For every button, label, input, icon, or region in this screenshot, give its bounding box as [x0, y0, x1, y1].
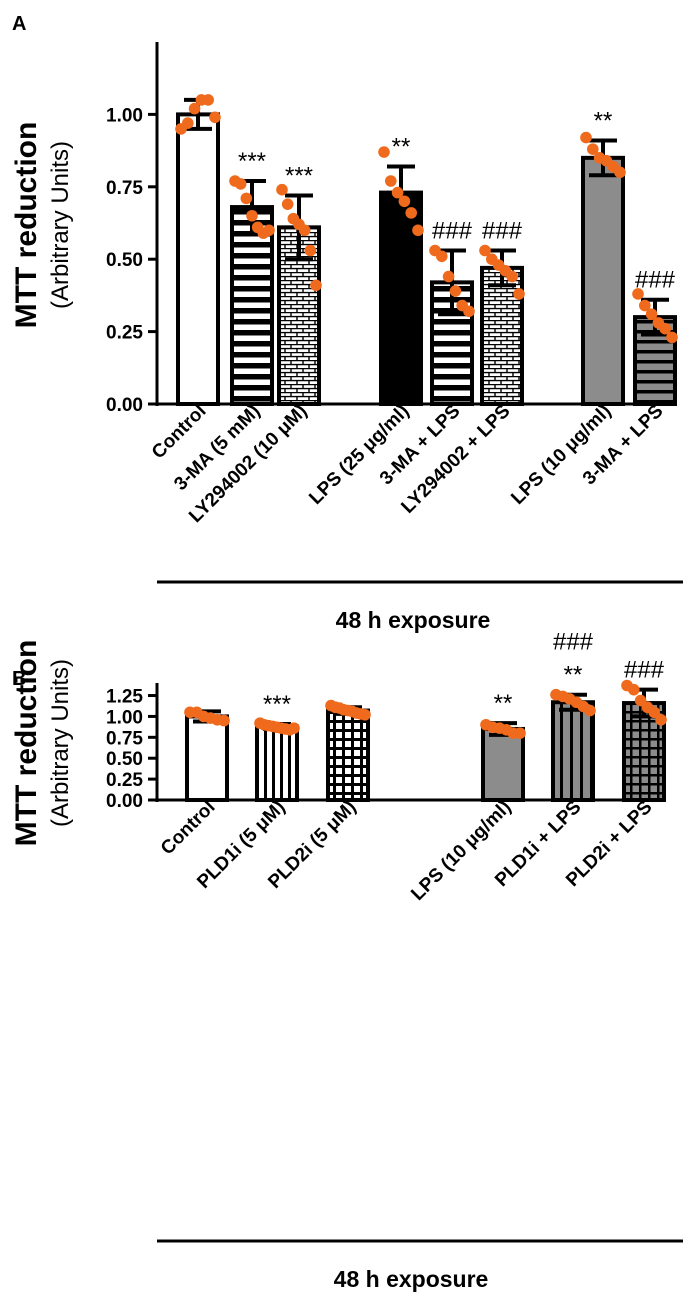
- data-point: [659, 322, 671, 335]
- category-label-4: LPS (10 μg/ml): [407, 797, 515, 905]
- significance-label: ***: [285, 162, 313, 189]
- data-point: [479, 244, 491, 257]
- y-tick-label: 0.50: [106, 749, 143, 770]
- y-tick-label: 0.00: [106, 791, 143, 812]
- bar-5: [551, 700, 595, 803]
- bar-2: [230, 205, 274, 406]
- data-point: [584, 704, 596, 717]
- y-axis-subtitle: (Arbitrary Units): [47, 141, 74, 309]
- data-point: [449, 285, 462, 297]
- bar-3: [326, 708, 370, 802]
- data-point: [628, 683, 640, 696]
- y-axis-subtitle: (Arbitrary Units): [47, 659, 74, 827]
- data-point: [288, 722, 300, 734]
- y-tick-label: 0.00: [106, 395, 143, 416]
- y-tick-label: 0.25: [106, 770, 143, 791]
- y-tick-label: 1.25: [106, 687, 143, 708]
- significance-label: ***: [238, 148, 266, 175]
- significance-label: **: [494, 690, 513, 717]
- significance-label: ###: [482, 218, 523, 245]
- data-point: [182, 117, 194, 129]
- y-axis-title: MTT reduction: [10, 640, 43, 847]
- data-point: [385, 175, 397, 187]
- data-point: [587, 143, 599, 155]
- data-point: [298, 224, 311, 237]
- data-point: [648, 706, 660, 719]
- bar-4: [481, 726, 525, 803]
- data-point: [391, 186, 404, 199]
- y-axis-title: MTT reduction: [10, 122, 43, 329]
- data-point: [202, 94, 214, 106]
- y-tick-label: 1.00: [106, 707, 143, 728]
- data-point: [463, 305, 475, 318]
- data-point: [580, 131, 592, 144]
- bar-1: [185, 714, 229, 803]
- significance-label: **: [564, 662, 583, 689]
- data-point: [246, 209, 258, 222]
- data-point: [234, 178, 247, 190]
- significance-label: ###: [635, 267, 676, 294]
- significance-label: ###: [553, 629, 594, 656]
- data-point: [276, 183, 288, 196]
- data-point: [188, 102, 201, 115]
- significance-label: **: [392, 134, 411, 161]
- data-point: [359, 708, 371, 721]
- bar-2: [255, 724, 299, 803]
- data-point: [281, 198, 294, 210]
- bar-6: [480, 265, 524, 406]
- y-axis-label: MTT reduction (Arbitrary Units): [10, 640, 74, 847]
- data-point: [632, 288, 644, 300]
- x-axis-title: 48 h exposure: [334, 1266, 489, 1292]
- y-axis-label: MTT reduction (Arbitrary Units): [10, 122, 74, 329]
- panel-label: A: [12, 13, 26, 35]
- data-point: [614, 166, 626, 179]
- category-label-1: Control: [157, 797, 220, 860]
- data-point: [514, 727, 526, 739]
- data-point: [240, 192, 253, 205]
- y-tick-label: 0.25: [106, 323, 143, 344]
- y-tick-label: 0.75: [106, 178, 143, 199]
- data-point: [666, 331, 678, 344]
- y-tick-label: 0.50: [106, 250, 143, 271]
- significance-label: ***: [263, 691, 291, 718]
- bar-7: [581, 155, 625, 406]
- data-point: [218, 714, 230, 727]
- panel-label: B: [12, 668, 26, 690]
- data-point: [655, 713, 667, 726]
- data-point: [506, 270, 518, 283]
- data-point: [442, 270, 455, 283]
- data-point: [405, 207, 418, 219]
- y-tick-label: 1.00: [106, 105, 143, 126]
- data-point: [209, 111, 221, 124]
- data-point: [304, 244, 317, 257]
- y-tick-label: 0.75: [106, 728, 143, 749]
- data-point: [398, 195, 411, 208]
- data-point: [639, 299, 651, 312]
- data-point: [263, 224, 275, 237]
- significance-label: ###: [624, 657, 665, 684]
- data-point: [310, 279, 322, 292]
- significance-label: **: [594, 107, 613, 134]
- significance-label: ###: [432, 218, 473, 245]
- data-point: [378, 146, 390, 158]
- data-point: [513, 288, 525, 300]
- data-point: [412, 224, 424, 237]
- bar-1: [176, 112, 220, 407]
- data-point: [645, 308, 658, 321]
- data-point: [436, 250, 448, 263]
- x-axis-title: 48 h exposure: [336, 607, 491, 633]
- bar-4: [379, 190, 423, 406]
